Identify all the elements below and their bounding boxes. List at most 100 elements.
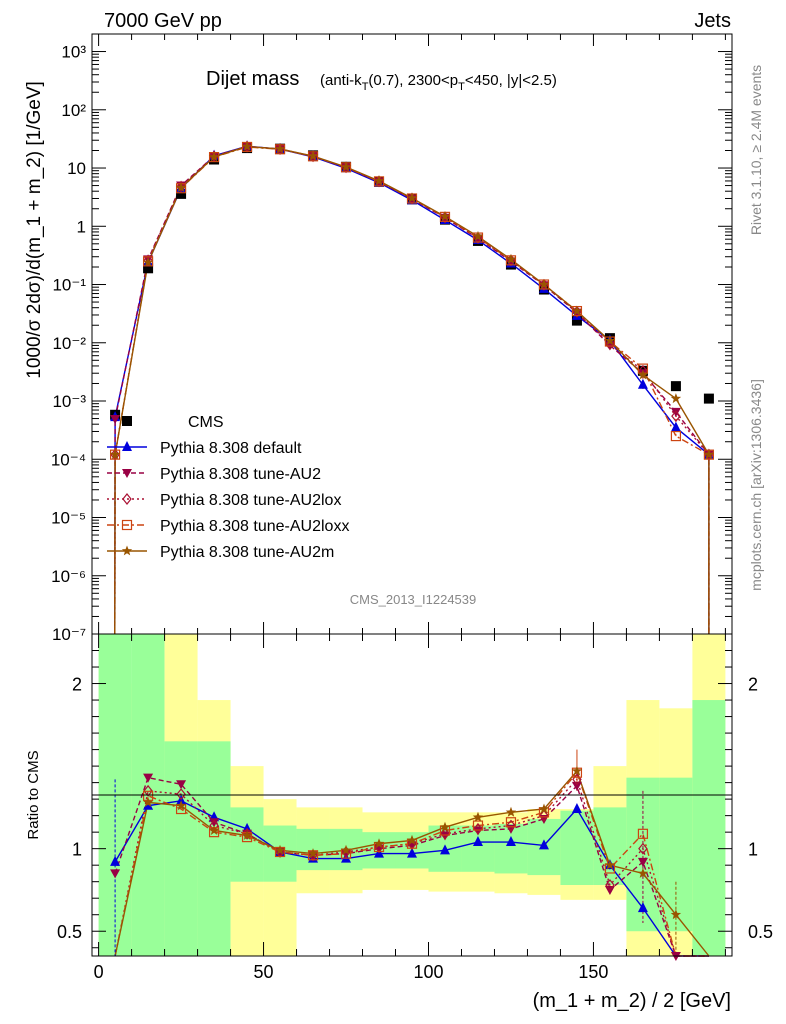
legend-label-4: Pythia 8.308 tune-AU2loxx xyxy=(160,518,349,535)
ratio-point-s4-p10 xyxy=(439,821,451,832)
ratio-point-s0-p16 xyxy=(637,902,648,913)
data-point-s3-p17 xyxy=(671,410,681,423)
data-point-s5-p16 xyxy=(637,369,649,380)
ratio-point-s2-p13 xyxy=(539,809,549,822)
legend-label-5: Pythia 8.308 tune-AU2m xyxy=(160,544,334,561)
data-point-s1-p16 xyxy=(637,378,648,389)
header-left: 7000 GeV pp xyxy=(104,10,222,32)
main-y-tick-label: 10⁻⁵ xyxy=(51,509,86,528)
ratio-y-tick-label-right: 2 xyxy=(748,675,758,695)
data-point-s5-p1 xyxy=(142,256,154,267)
main-y-tick-label: 10 xyxy=(67,159,86,178)
main-y-tick-label: 10⁻¹ xyxy=(52,276,86,295)
ratio-point-s4-p13 xyxy=(538,803,550,814)
legend-label-0: CMS xyxy=(188,414,224,431)
ratio-point-s4-p5 xyxy=(274,844,286,855)
ratio-point-s1-p14 xyxy=(571,781,582,791)
ratio-point-s4-p1 xyxy=(142,796,154,807)
ratio-point-s1-p0 xyxy=(110,869,121,879)
ratio-point-s4-p17 xyxy=(670,909,682,920)
ratio-point-s4-p3 xyxy=(208,825,220,835)
data-point-s3-p15 xyxy=(605,338,615,351)
ratio-point-s4-p9 xyxy=(406,834,418,845)
ratio-point-s4-p2 xyxy=(175,800,187,811)
legend-marker-2 xyxy=(122,469,132,478)
data-point-s2-p0 xyxy=(110,415,121,425)
ratio-point-s0-p10 xyxy=(439,844,450,855)
main-y-tick-label: 10⁻⁷ xyxy=(52,625,86,644)
main-y-tick-label: 10⁻³ xyxy=(52,392,86,411)
x-tick-label: 50 xyxy=(254,962,274,982)
ratio-point-s4-p16 xyxy=(637,867,649,878)
data-point-s4-p1 xyxy=(142,256,154,267)
ratio-point-s4-p12 xyxy=(505,806,517,817)
ratio-y-tick-label: 2 xyxy=(72,675,82,695)
ratio-point-s1-p1 xyxy=(143,773,154,783)
legend-marker-4 xyxy=(121,519,133,531)
ratio-y-tick-label-right: 1 xyxy=(748,840,758,860)
data-point-s0-p1 xyxy=(143,263,154,274)
main-axis-ticks: 10⁻⁷ 10⁻⁶ 10⁻⁵ 10⁻⁴ 10⁻³ 10⁻² 10⁻¹ 1 10 10² 10³ xyxy=(51,33,732,644)
ratio-point-s1-p16 xyxy=(637,857,648,867)
data-point-s5-p7 xyxy=(340,161,352,172)
main-y-tick-label: 10² xyxy=(61,101,86,120)
ratio-point-s0-p9 xyxy=(407,847,417,858)
ratio-point-s0-p14 xyxy=(571,803,582,814)
x-tick-label: 0 xyxy=(94,962,104,982)
data-point-s2-p17 xyxy=(670,407,681,417)
green-band-17 xyxy=(659,777,693,932)
x-tick-label: 150 xyxy=(578,962,608,982)
main-y-tick-label: 10⁻² xyxy=(52,334,86,353)
data-point-s5-p8 xyxy=(373,175,385,186)
ratio-point-s2-p1 xyxy=(143,784,153,797)
data-point-s4-p17 xyxy=(670,430,682,442)
ratio-point-s1-p3 xyxy=(209,818,220,828)
legend-label-2: Pythia 8.308 tune-AU2 xyxy=(160,466,321,483)
chart-subtitle: (anti-kT(0.7), 2300<pT<450, |y|<2.5) xyxy=(320,72,557,93)
chart-title: Dijet mass xyxy=(206,68,299,90)
green-band-18 xyxy=(692,700,726,956)
data-point-s5-p6 xyxy=(307,150,319,161)
ratio-point-s2-p11 xyxy=(473,822,483,835)
ratio-y-tick-label: 0.5 xyxy=(57,922,82,942)
ratio-point-s0-p1 xyxy=(143,799,154,810)
legend: CMS Pythia 8.308 default Pythia 8.308 tune… xyxy=(107,414,349,561)
green-band-3 xyxy=(197,741,231,956)
data-point-s0-p17 xyxy=(670,381,681,392)
ratio-point-s1-p11 xyxy=(472,826,483,836)
data-point-s3-p2 xyxy=(176,180,186,193)
ratio-point-s4-p6 xyxy=(307,848,319,859)
legend-marker-3 xyxy=(122,493,132,505)
main-series xyxy=(109,140,715,635)
ratio-point-s1-p7 xyxy=(341,849,352,859)
data-point-s1-p17 xyxy=(670,421,681,432)
data-point-s5-p10 xyxy=(439,211,451,221)
ratio-point-s4-p4 xyxy=(241,830,253,840)
legend-marker-5 xyxy=(121,545,133,556)
data-point-s5-p2 xyxy=(175,182,187,193)
ratio-point-s0-p12 xyxy=(505,836,516,847)
ratio-point-s2-p15 xyxy=(605,879,615,891)
ratio-point-s0-p11 xyxy=(472,836,483,847)
legend-label-1: Pythia 8.308 default xyxy=(160,440,302,457)
main-y-label: 1000/σ 2dσ)/d(m_1 + m_2) [1/GeV] xyxy=(24,81,45,379)
x-axis-label: (m_1 + m_2) / 2 [GeV] xyxy=(533,990,731,1012)
ratio-point-s2-p12 xyxy=(506,819,516,832)
data-point-s5-p11 xyxy=(472,230,484,241)
ratio-frame xyxy=(91,633,733,957)
data-point-s5-p14 xyxy=(571,305,583,316)
ratio-point-s3-p16 xyxy=(637,828,649,839)
data-point-s5-p4 xyxy=(241,141,253,151)
data-point-s5-p0 xyxy=(109,449,121,460)
ratio-point-s4-p15 xyxy=(604,859,616,870)
legend-marker-0 xyxy=(122,416,132,426)
main-y-tick-label: 10⁻⁶ xyxy=(51,567,86,586)
ratio-y-tick-label-right: 0.5 xyxy=(748,922,773,942)
ratio-point-s0-p13 xyxy=(538,839,549,850)
data-point-s0-p2 xyxy=(176,188,187,199)
ratio-point-s1-p10 xyxy=(439,831,450,841)
mcplots-label: mcplots.cern.ch [arXiv:1306.3436] xyxy=(748,379,764,591)
ratio-series xyxy=(110,749,710,961)
main-y-tick-label: 10³ xyxy=(61,43,86,62)
